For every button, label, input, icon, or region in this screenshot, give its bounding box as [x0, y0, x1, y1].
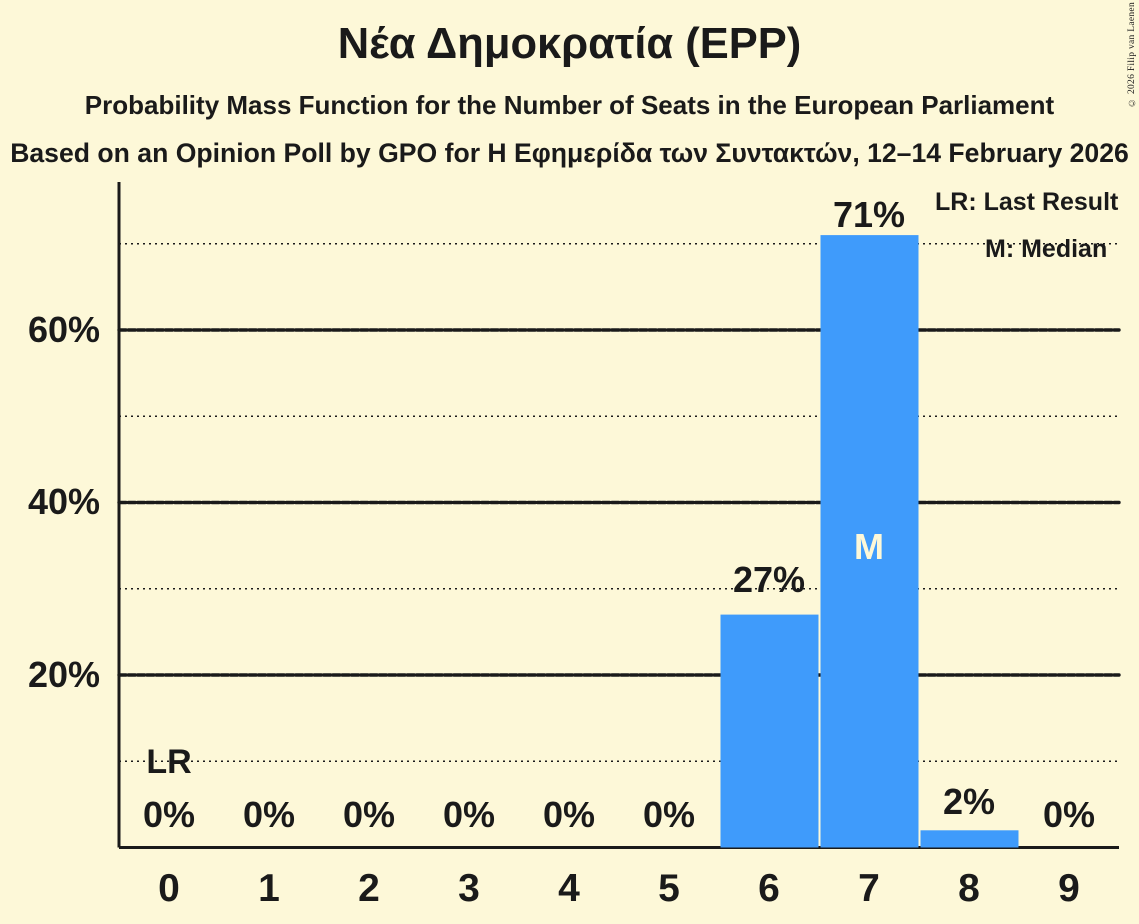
svg-text:40%: 40%: [28, 481, 100, 522]
svg-text:0%: 0%: [443, 794, 495, 835]
svg-text:1: 1: [258, 867, 280, 910]
svg-text:7: 7: [858, 867, 880, 910]
svg-text:6: 6: [758, 867, 780, 910]
svg-text:4: 4: [558, 867, 580, 910]
svg-text:5: 5: [658, 867, 680, 910]
svg-text:0%: 0%: [343, 794, 395, 835]
svg-text:0%: 0%: [143, 794, 195, 835]
svg-text:2%: 2%: [943, 781, 995, 822]
svg-text:LR: LR: [146, 743, 191, 781]
svg-text:LR: Last Result: LR: Last Result: [935, 188, 1119, 216]
svg-text:0%: 0%: [1043, 794, 1095, 835]
svg-text:0%: 0%: [643, 794, 695, 835]
svg-text:M: M: [854, 526, 884, 567]
svg-text:M: Median: M: Median: [985, 235, 1107, 263]
svg-text:2: 2: [358, 867, 380, 910]
svg-text:60%: 60%: [28, 309, 100, 350]
svg-text:0%: 0%: [543, 794, 595, 835]
svg-text:9: 9: [1058, 867, 1080, 910]
svg-text:71%: 71%: [833, 194, 905, 235]
svg-text:0: 0: [158, 867, 180, 910]
svg-text:0%: 0%: [243, 794, 295, 835]
svg-text:8: 8: [958, 867, 980, 910]
svg-text:20%: 20%: [28, 654, 100, 695]
svg-text:3: 3: [458, 867, 480, 910]
svg-text:27%: 27%: [733, 559, 805, 600]
